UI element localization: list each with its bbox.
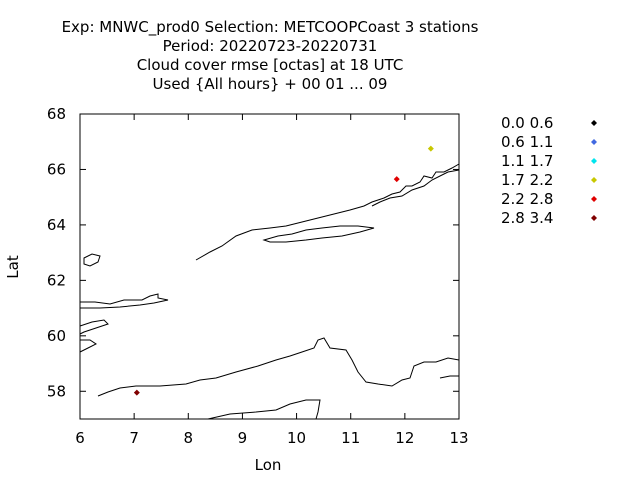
x-tick-label: 6 (75, 429, 85, 447)
title-line: Cloud cover rmse [octas] at 18 UTC (137, 56, 404, 74)
axes: 6 7 8 9 10 11 12 13 58 60 62 64 66 68 Lon Lat (4, 105, 469, 474)
plot-frame (79, 113, 460, 420)
legend-marker (591, 120, 597, 126)
x-tick-label: 13 (449, 429, 468, 447)
chart-title: Exp: MNWC_prod0 Selection: METCOOPCoast … (62, 18, 479, 93)
legend-label: 0.6 1.1 (501, 133, 553, 151)
legend-marker (591, 215, 597, 221)
coastline-segment (207, 399, 321, 420)
legend-marker (591, 177, 597, 183)
y-axis-label: Lat (4, 255, 22, 279)
data-point (427, 145, 434, 152)
coastline-segment (262, 225, 375, 243)
legend-label: 0.0 0.6 (501, 114, 553, 132)
data-point (133, 389, 140, 396)
x-tick-label: 7 (129, 429, 139, 447)
coastline-segment (79, 339, 97, 353)
title-line: Exp: MNWC_prod0 Selection: METCOOPCoast … (62, 18, 479, 37)
x-tick-label: 12 (395, 429, 414, 447)
title-line: Period: 20220723-20220731 (163, 37, 378, 55)
legend-label: 1.7 2.2 (501, 171, 553, 189)
y-tick-label: 68 (47, 105, 66, 123)
title-line: Used {All hours} + 00 01 ... 09 (153, 75, 388, 93)
coastline-segment (97, 337, 460, 397)
y-tick-label: 66 (47, 160, 66, 178)
coastline-segment (371, 169, 460, 207)
x-tick-label: 9 (238, 429, 248, 447)
coastline-segment (439, 375, 459, 379)
y-tick-label: 64 (47, 216, 66, 234)
coastline-segment (80, 293, 169, 309)
legend-marker (591, 196, 597, 202)
data-points (133, 145, 434, 396)
coastline (79, 163, 460, 420)
legend: 0.0 0.60.6 1.11.1 1.71.7 2.22.2 2.82.8 3… (501, 114, 597, 227)
legend-label: 2.8 3.4 (501, 209, 553, 227)
data-point (393, 176, 400, 183)
legend-label: 2.2 2.8 (501, 190, 553, 208)
y-tick-label: 62 (47, 271, 66, 289)
x-tick-label: 8 (184, 429, 194, 447)
x-tick-label: 11 (341, 429, 360, 447)
legend-marker (591, 139, 597, 145)
coastline-segment (195, 163, 460, 261)
coastline-segment (83, 253, 101, 267)
legend-label: 1.1 1.7 (501, 152, 553, 170)
legend-marker (591, 158, 597, 164)
x-tick-label: 10 (287, 429, 306, 447)
x-axis-label: Lon (255, 456, 282, 474)
y-tick-label: 58 (47, 382, 66, 400)
y-tick-label: 60 (47, 327, 66, 345)
coastline-segment (79, 319, 109, 335)
